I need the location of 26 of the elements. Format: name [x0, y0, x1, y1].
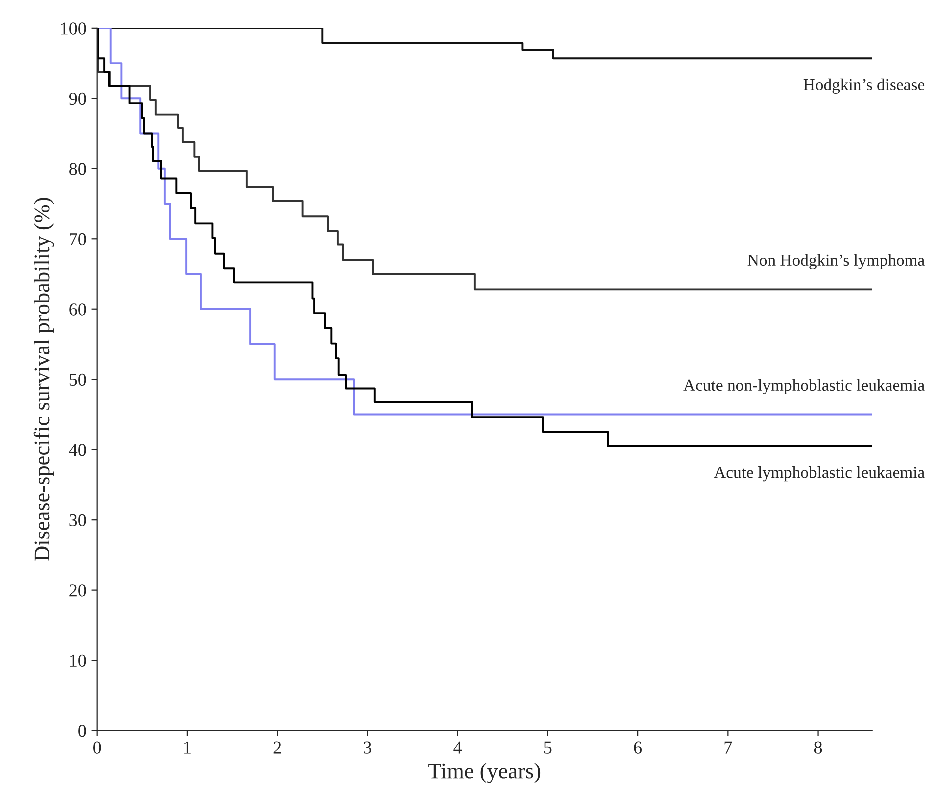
y-axis-title: Disease-specific survival probability (%) [34, 198, 54, 562]
x-tick-label: 2 [274, 742, 282, 754]
y-tick-label: 70 [70, 233, 86, 246]
x-tick-label: 7 [724, 742, 732, 754]
y-tick-label: 100 [61, 22, 86, 35]
x-tick-label: 4 [454, 742, 462, 754]
series-label: Acute lymphoblastic leukaemia [714, 466, 925, 482]
y-tick-label: 10 [70, 654, 86, 668]
series-label: Non Hodgkin’s lymphoma [748, 254, 925, 270]
y-tick-label: 30 [70, 514, 86, 527]
y-tick-label: 20 [70, 584, 86, 597]
x-tick-label: 0 [94, 742, 102, 754]
y-tick-label: 0 [78, 725, 86, 738]
y-tick-label: 60 [70, 304, 86, 316]
y-tick-label: 50 [70, 374, 86, 386]
x-tick-label: 8 [814, 742, 822, 754]
series-label: Acute non-lymphoblastic leukaemia [684, 379, 925, 395]
y-tick-label: 90 [69, 92, 86, 106]
y-tick-label: 40 [69, 444, 86, 456]
x-tick-label: 1 [184, 742, 191, 754]
y-tick-label: 80 [70, 163, 86, 176]
x-tick-label: 3 [364, 742, 372, 754]
x-tick-label: 6 [634, 742, 642, 754]
x-tick-label: 5 [544, 742, 552, 754]
x-axis-title: Time (years) [428, 763, 541, 784]
series-label: Hodgkin’s disease [804, 78, 925, 94]
